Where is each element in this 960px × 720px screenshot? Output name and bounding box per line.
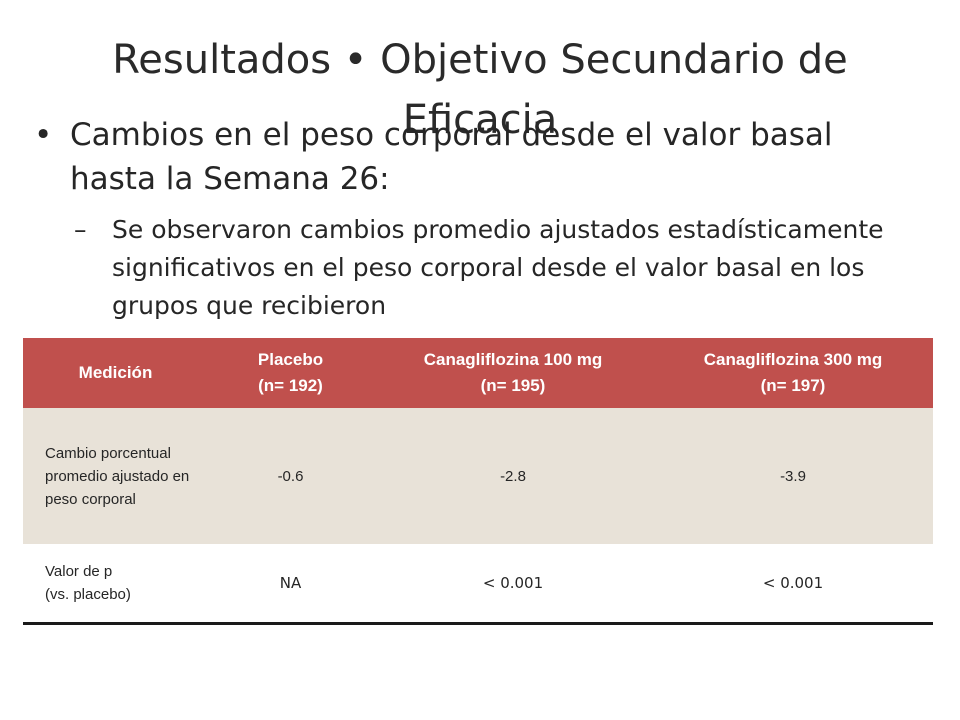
row-label-subtext: (vs. placebo) [45, 586, 131, 603]
slide-title: Resultados • Objetivo Secundario de Efic… [112, 37, 848, 143]
header-label: Canagliflozina 300 mg [703, 350, 883, 369]
header-label: Placebo [257, 350, 324, 369]
table-cell: NA [208, 544, 373, 625]
header-cell-cana-300: Canagliflozina 300 mg (n= 197) [653, 338, 933, 408]
header-sublabel: (n= 192) [258, 376, 323, 395]
header-cell-medicion: Medición [23, 338, 208, 408]
header-label: Medición [78, 363, 153, 382]
row-label-text: Cambio porcentual promedio ajustado en p… [45, 444, 190, 508]
sub-bullet-text: Se observaron cambios promedio ajustados… [112, 215, 884, 320]
row-label: Cambio porcentual promedio ajustado en p… [23, 408, 208, 544]
bullet-list: • Cambios en el peso corporal desde el v… [30, 113, 910, 325]
header-cell-placebo: Placebo (n= 192) [208, 338, 373, 408]
bullet-text: Cambios en el peso corporal desde el val… [70, 117, 833, 197]
header-sublabel: (n= 195) [480, 376, 546, 395]
row-label: Valor de p (vs. placebo) [23, 544, 208, 625]
sub-bullet-marker: – [74, 215, 87, 244]
table-cell: -0.6 [208, 408, 373, 544]
table-cell: -3.9 [653, 408, 933, 544]
bullet-marker: • [34, 117, 53, 153]
sub-bullet-item: – Se observaron cambios promedio ajustad… [30, 211, 910, 325]
header-sublabel: (n= 197) [760, 376, 826, 395]
table-header-row: Medición Placebo (n= 192) Canagliflozina… [23, 338, 933, 408]
table-cell: < 0.001 [653, 544, 933, 625]
table-row: Valor de p (vs. placebo) NA < 0.001 < 0.… [23, 544, 933, 625]
table-row: Cambio porcentual promedio ajustado en p… [23, 408, 933, 544]
header-label: Canagliflozina 100 mg [423, 350, 603, 369]
row-label-text: Valor de p [45, 563, 113, 580]
table-cell: -2.8 [373, 408, 653, 544]
table-cell: < 0.001 [373, 544, 653, 625]
results-table: Medición Placebo (n= 192) Canagliflozina… [23, 338, 933, 625]
bullet-item-weight-change: • Cambios en el peso corporal desde el v… [30, 113, 910, 201]
header-cell-cana-100: Canagliflozina 100 mg (n= 195) [373, 338, 653, 408]
